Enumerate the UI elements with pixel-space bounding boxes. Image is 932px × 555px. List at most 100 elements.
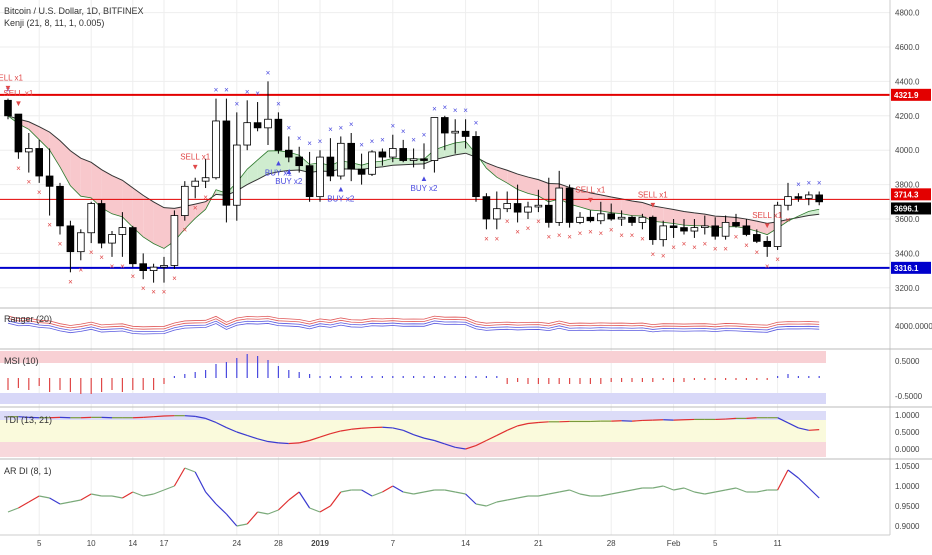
price-tick-label: 3600.0	[895, 215, 920, 224]
tdi-line-segment	[362, 428, 372, 429]
candle	[639, 217, 646, 222]
time-tick-label: 7	[391, 539, 396, 548]
sell-x-marker: ×	[682, 239, 687, 248]
candle	[98, 204, 105, 244]
sell-x-marker: ×	[765, 262, 770, 271]
time-tick-label: 11	[773, 539, 782, 548]
buy-x-marker: ×	[245, 87, 250, 96]
candle	[722, 222, 729, 236]
ma-cloud	[60, 141, 70, 186]
time-tick-label: 28	[274, 539, 283, 548]
sell-x-marker: ×	[182, 226, 187, 235]
price-tick-label: 4600.0	[895, 43, 920, 52]
ardi-line-segment	[570, 490, 580, 494]
candle	[150, 267, 157, 270]
sell-x-marker: ×	[630, 231, 635, 240]
candle	[317, 157, 324, 197]
candle	[452, 131, 459, 133]
candle	[743, 226, 750, 235]
price-tick-label: 3400.0	[895, 249, 920, 258]
sell-x-marker: ×	[609, 226, 614, 235]
ma-cloud	[81, 158, 91, 198]
time-tick-label: 14	[461, 539, 470, 548]
ma-cloud	[663, 208, 673, 224]
candle	[431, 118, 438, 161]
ma-cloud	[247, 160, 257, 185]
ardi-tick-label: 0.9000	[895, 522, 920, 531]
candle	[660, 226, 667, 240]
tdi-upper-zone	[0, 411, 826, 420]
ma-cloud	[455, 141, 465, 154]
ma-cloud	[39, 127, 49, 150]
sell-x-marker: ×	[130, 272, 135, 281]
ardi-line-segment	[538, 494, 548, 496]
candle	[514, 204, 521, 213]
candle	[597, 214, 604, 221]
ardi-line-segment	[268, 510, 278, 514]
time-tick-label: 5	[37, 539, 42, 548]
tdi-mid-zone	[0, 420, 826, 442]
ma-cloud	[632, 201, 642, 216]
candle	[670, 226, 677, 228]
buy-x-marker: ×	[318, 137, 323, 146]
buy-arrow-icon: ▲	[274, 159, 282, 168]
buy-x-marker: ×	[411, 135, 416, 144]
sell-x-marker: ×	[723, 245, 728, 254]
ardi-tick-label: 1.0000	[895, 482, 920, 491]
sell-x-marker: ×	[26, 178, 31, 187]
sell-x-marker: ×	[89, 248, 94, 257]
buy-x-marker: ×	[214, 86, 219, 95]
ardi-line-segment	[70, 500, 80, 502]
candle	[46, 176, 53, 186]
ardi-line-segment	[798, 478, 808, 488]
ma-cloud	[50, 132, 60, 167]
ardi-line-segment	[8, 508, 18, 512]
candle	[109, 234, 116, 243]
candle	[15, 114, 22, 152]
time-tick-label: 24	[232, 539, 241, 548]
buy-x-marker: ×	[266, 68, 271, 77]
sell-x-marker: ×	[193, 203, 198, 212]
ranger-label: Ranger (20)	[4, 314, 52, 324]
ardi-line-segment	[736, 488, 746, 492]
ardi-line-segment	[559, 490, 569, 492]
ardi-line-segment	[757, 490, 767, 492]
tdi-line-segment	[154, 416, 164, 417]
candle	[816, 195, 823, 202]
candle	[88, 204, 95, 233]
candle	[608, 214, 615, 219]
buy-x-marker: ×	[442, 103, 447, 112]
symbol-title: Bitcoin / U.S. Dollar, 1D, BITFINEX	[4, 6, 144, 16]
ardi-line-segment	[455, 492, 465, 494]
ardi-line-segment	[164, 486, 174, 490]
tdi-tick-label: 0.5000	[895, 428, 920, 437]
ardi-line-segment	[91, 494, 101, 496]
buy-signal-label: BUY x2	[411, 184, 439, 193]
tdi-line-segment	[632, 420, 642, 421]
candle	[691, 228, 698, 231]
ardi-line-segment	[237, 524, 247, 526]
ardi-line-segment	[174, 468, 184, 486]
sell-arrow-icon: ▼	[586, 195, 594, 204]
candle	[473, 136, 480, 196]
ardi-line-segment	[195, 472, 205, 492]
ardi-line-segment	[424, 490, 434, 492]
candle	[618, 217, 625, 219]
sell-arrow-icon: ▼	[14, 99, 22, 108]
buy-x-marker: ×	[370, 137, 375, 146]
ardi-line-segment	[60, 502, 70, 504]
ardi-line-segment	[122, 492, 132, 498]
ardi-line-segment	[226, 514, 236, 526]
candle	[421, 159, 428, 161]
candle	[764, 241, 771, 246]
buy-x-marker: ×	[359, 141, 364, 150]
ardi-line-segment	[341, 490, 351, 492]
ardi-line-segment	[206, 492, 216, 504]
sell-signal-label: SELL x1	[752, 211, 782, 220]
ardi-line-segment	[310, 508, 320, 512]
candle	[254, 123, 261, 128]
candle	[213, 121, 220, 178]
time-tick-label: 5	[713, 539, 718, 548]
